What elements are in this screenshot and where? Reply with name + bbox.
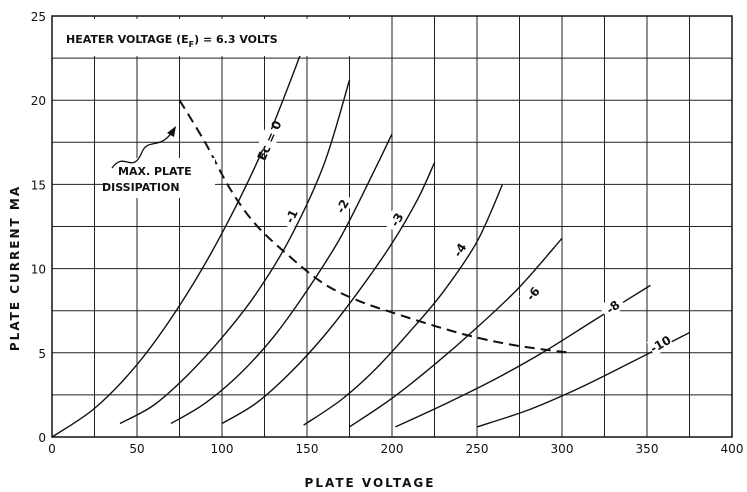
x-axis-ticks: 0 50 100 150 200 250 300 350 400 [48,442,743,456]
grid-lines [52,16,732,437]
curve-grid-bias [303,184,504,426]
heater-note-background [58,19,372,56]
curve-label: Ec = 0 [255,119,285,163]
x-tick-label: 350 [636,442,659,456]
curve-label-background [329,192,355,220]
max-dissipation-curve [178,99,571,354]
curve-label-background [278,202,303,230]
plot-frame [51,15,733,438]
y-axis-label: PLATE CURRENT MA [8,185,22,351]
y-tick-label: 5 [38,347,46,361]
x-tick-label: 300 [551,442,574,456]
max-plate-label: MAX. PLATE [118,165,192,178]
max-dissipation-note-background [110,158,215,198]
plate-current-curves [51,46,690,438]
y-tick-label: 10 [31,263,46,277]
curve-labels: Ec = 0-1-2-3-4-6-8-10 [255,119,674,356]
y-tick-label: 0 [38,431,46,445]
x-axis-label: PLATE VOLTAGE [305,476,436,490]
x-tick-label: 0 [48,442,56,456]
curve-label-background [519,279,546,307]
curve-label-background [446,235,472,264]
curve-grid-bias [170,133,393,425]
curve-label-background [256,126,281,154]
y-tick-label: 20 [31,94,46,108]
y-tick-label: 15 [31,178,46,192]
curve-label-background [598,293,626,320]
heater-voltage-note: HEATER VOLTAGE (EF) = 6.3 VOLTS [66,33,278,49]
curve-label-background [646,331,674,356]
curve-label-background [383,205,409,233]
x-tick-label: 50 [129,442,144,456]
curve-label: -2 [333,197,352,215]
curve-grid-bias [395,284,651,428]
curve-grid-bias [221,162,436,425]
max-dissipation-leader [111,131,173,169]
x-tick-label: 200 [381,442,404,456]
curve-label: -1 [282,207,300,225]
curve-grid-bias [51,46,305,438]
x-tick-label: 100 [211,442,234,456]
dissipation-label: DISSIPATION [102,181,180,194]
x-tick-label: 250 [466,442,489,456]
curve-label: -3 [388,210,407,229]
curve-label: -4 [451,241,470,260]
y-tick-label: 25 [31,10,46,24]
curve-grid-bias [119,79,351,425]
arrowhead-icon [167,126,176,137]
x-tick-label: 150 [296,442,319,456]
x-tick-label: 400 [721,442,744,456]
y-axis-ticks: 0 5 10 15 20 25 [31,10,46,445]
curve-grid-bias [349,237,563,428]
